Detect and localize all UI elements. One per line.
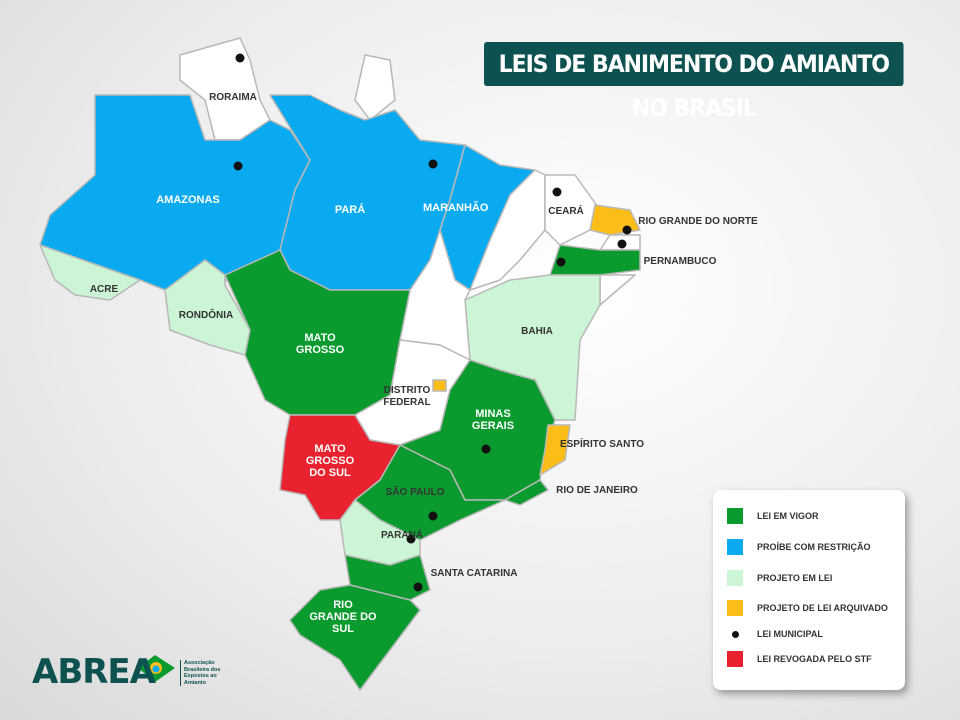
legend-swatch bbox=[727, 600, 743, 616]
logo-flag bbox=[138, 655, 175, 682]
logo-subtitle: Associação Brasileira dos Expostos ao Am… bbox=[180, 660, 226, 686]
state-label: SANTA CATARINA bbox=[430, 568, 518, 579]
legend-label: LEI REVOGADA PELO STF bbox=[757, 654, 872, 664]
state-label: MATO GROSSO bbox=[295, 332, 345, 356]
legend-label: PROJETO DE LEI ARQUIVADO bbox=[757, 603, 888, 613]
state-label: ACRE bbox=[89, 284, 119, 295]
legend-swatch bbox=[732, 630, 739, 638]
distrito-federal bbox=[432, 379, 447, 392]
legend: LEI EM VIGOR PROÍBE COM RESTRIÇÃO PROJETO … bbox=[713, 490, 905, 690]
dot bbox=[617, 239, 627, 249]
dot bbox=[406, 534, 416, 544]
legend-item: LEI REVOGADA PELO STF bbox=[727, 650, 872, 668]
dot bbox=[556, 257, 566, 267]
dot bbox=[428, 159, 438, 169]
logo: ABREA bbox=[32, 652, 156, 692]
dot bbox=[622, 225, 632, 235]
legend-label: LEI EM VIGOR bbox=[757, 511, 819, 521]
legend-swatch bbox=[727, 508, 743, 524]
dot bbox=[413, 582, 423, 592]
acre bbox=[39, 244, 141, 301]
state-label: RIO GRANDE DO NORTE bbox=[638, 216, 758, 227]
state-label: MINAS GERAIS bbox=[471, 408, 515, 432]
rio-grande-do-sul bbox=[289, 584, 421, 691]
state-label: MARANHÃO bbox=[423, 202, 489, 214]
legend-label: PROÍBE COM RESTRIÇÃO bbox=[757, 542, 871, 552]
legend-item: LEI EM VIGOR bbox=[727, 507, 819, 525]
state-label: RONDÔNIA bbox=[178, 310, 234, 321]
state-label: PERNAMBUCO bbox=[643, 256, 717, 267]
state-label: ESPÍRITO SANTO bbox=[559, 439, 645, 450]
state-label: AMAZONAS bbox=[156, 194, 220, 206]
state-label: RIO DE JANEIRO bbox=[556, 485, 638, 496]
dot bbox=[235, 53, 245, 63]
municipal-dots bbox=[233, 53, 632, 592]
legend-swatch bbox=[727, 570, 743, 586]
title: LEIS DE BANIMENTO DO AMIANTO NO BRASIL bbox=[484, 42, 904, 122]
sao-paulo bbox=[354, 444, 506, 541]
states bbox=[39, 37, 641, 691]
legend-item: PROJETO DE LEI ARQUIVADO bbox=[727, 599, 888, 617]
legend-swatch bbox=[727, 651, 743, 667]
state-label: DISTRITO FEDERAL bbox=[383, 385, 431, 408]
alagoas-sergipe bbox=[599, 274, 636, 306]
rio-de-janeiro bbox=[504, 479, 549, 506]
amapa bbox=[354, 54, 396, 121]
state-label: RIO GRANDE DO SUL bbox=[309, 599, 377, 635]
legend-label: LEI MUNICIPAL bbox=[757, 629, 823, 639]
state-label: BAHIA bbox=[521, 326, 553, 337]
state-label: SÃO PAULO bbox=[385, 487, 445, 498]
state-label: CEARÁ bbox=[548, 206, 584, 217]
dot bbox=[233, 161, 243, 171]
state-label: MATO GROSSO DO SUL bbox=[305, 443, 355, 479]
state-label: RORAIMA bbox=[209, 92, 257, 103]
dot bbox=[552, 187, 562, 197]
legend-swatch bbox=[727, 539, 743, 555]
espirito-santo bbox=[539, 424, 571, 476]
legend-item: PROJETO EM LEI bbox=[727, 569, 832, 587]
state-label: PARANÁ bbox=[380, 530, 424, 541]
dot bbox=[481, 444, 491, 454]
legend-item: PROÍBE COM RESTRIÇÃO bbox=[727, 538, 871, 556]
legend-item: LEI MUNICIPAL bbox=[727, 625, 823, 643]
state-label: PARÁ bbox=[334, 204, 366, 216]
legend-label: PROJETO EM LEI bbox=[757, 573, 833, 583]
dot bbox=[428, 511, 438, 521]
